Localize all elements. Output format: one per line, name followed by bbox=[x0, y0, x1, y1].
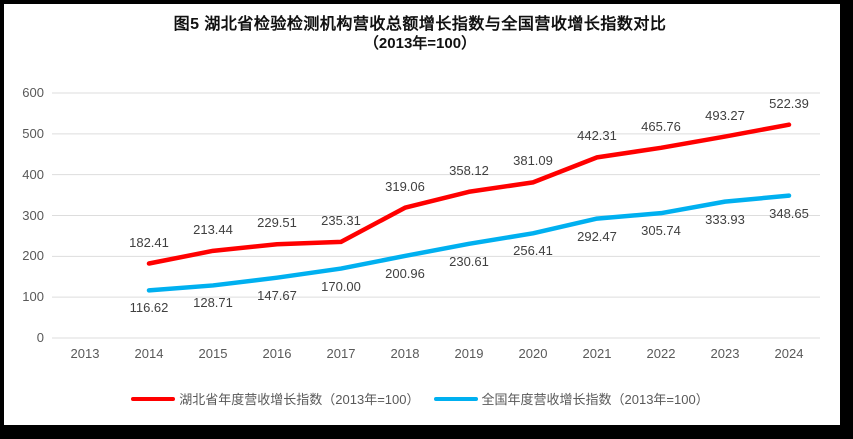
legend-item-national: 全国年度营收增长指数（2013年=100） bbox=[433, 389, 709, 408]
x-axis-label: 2017 bbox=[326, 346, 356, 361]
data-label: 305.74 bbox=[641, 223, 681, 239]
data-label: 116.62 bbox=[129, 300, 169, 316]
legend-label-national: 全国年度营收增长指数（2013年=100） bbox=[481, 392, 709, 407]
data-label: 235.31 bbox=[321, 212, 361, 228]
x-axis-label: 2018 bbox=[390, 346, 420, 361]
y-axis-label: 400 bbox=[22, 166, 44, 182]
x-axis-label: 2023 bbox=[710, 346, 740, 361]
y-axis-label: 200 bbox=[22, 248, 44, 264]
x-axis-label: 2016 bbox=[262, 346, 292, 361]
chart-subtitle: （2013年=100） bbox=[363, 35, 477, 52]
legend: 湖北省年度营收增长指数（2013年=100） 全国年度营收增长指数（2013年=… bbox=[0, 389, 840, 408]
window-border-right bbox=[840, 0, 853, 439]
y-axis-label: 100 bbox=[22, 289, 44, 305]
data-label: 200.96 bbox=[385, 265, 425, 281]
data-label: 128.71 bbox=[193, 295, 233, 311]
x-axis-label: 2015 bbox=[198, 346, 228, 361]
data-label: 170.00 bbox=[321, 278, 361, 294]
legend-swatch-hubei bbox=[131, 396, 176, 401]
chart-title: 图5 湖北省检验检测机构营收总额增长指数与全国营收增长指数对比 bbox=[173, 16, 667, 33]
series-line-1 bbox=[146, 193, 792, 293]
x-axis-label: 2020 bbox=[518, 346, 548, 361]
y-axis-label: 0 bbox=[36, 330, 44, 345]
data-label: 348.65 bbox=[769, 205, 809, 221]
data-label: 182.41 bbox=[129, 234, 169, 250]
x-axis-label: 2014 bbox=[134, 346, 164, 361]
data-label: 465.76 bbox=[641, 118, 681, 134]
data-label: 493.27 bbox=[705, 107, 745, 123]
data-label: 319.06 bbox=[385, 178, 425, 194]
data-label: 256.41 bbox=[513, 243, 553, 259]
x-axis-label: 2024 bbox=[774, 346, 804, 361]
x-axis-label: 2021 bbox=[582, 346, 612, 361]
data-label: 522.39 bbox=[769, 95, 809, 111]
data-label: 442.31 bbox=[577, 128, 617, 144]
series-line-0 bbox=[146, 122, 792, 266]
legend-item-hubei: 湖北省年度营收增长指数（2013年=100） bbox=[131, 389, 420, 408]
window-border-left bbox=[0, 0, 4, 439]
data-label: 292.47 bbox=[577, 228, 617, 244]
x-axis-label: 2013 bbox=[70, 346, 100, 361]
data-label: 381.09 bbox=[513, 153, 553, 169]
data-label: 147.67 bbox=[257, 287, 297, 303]
window-border-bottom bbox=[0, 425, 853, 439]
legend-swatch-national bbox=[433, 396, 478, 401]
window-border-top bbox=[0, 0, 853, 4]
y-axis-label: 300 bbox=[22, 207, 44, 223]
y-axis-label: 600 bbox=[22, 85, 44, 100]
legend-label-hubei: 湖北省年度营收增长指数（2013年=100） bbox=[179, 392, 420, 407]
data-label: 230.61 bbox=[449, 253, 489, 269]
y-axis-label: 500 bbox=[22, 125, 44, 141]
data-label: 333.93 bbox=[705, 211, 745, 227]
x-axis-label: 2022 bbox=[646, 346, 676, 361]
data-label: 358.12 bbox=[449, 162, 489, 178]
data-label: 213.44 bbox=[193, 221, 233, 237]
x-axis-label: 2019 bbox=[454, 346, 484, 361]
data-label: 229.51 bbox=[257, 215, 297, 231]
